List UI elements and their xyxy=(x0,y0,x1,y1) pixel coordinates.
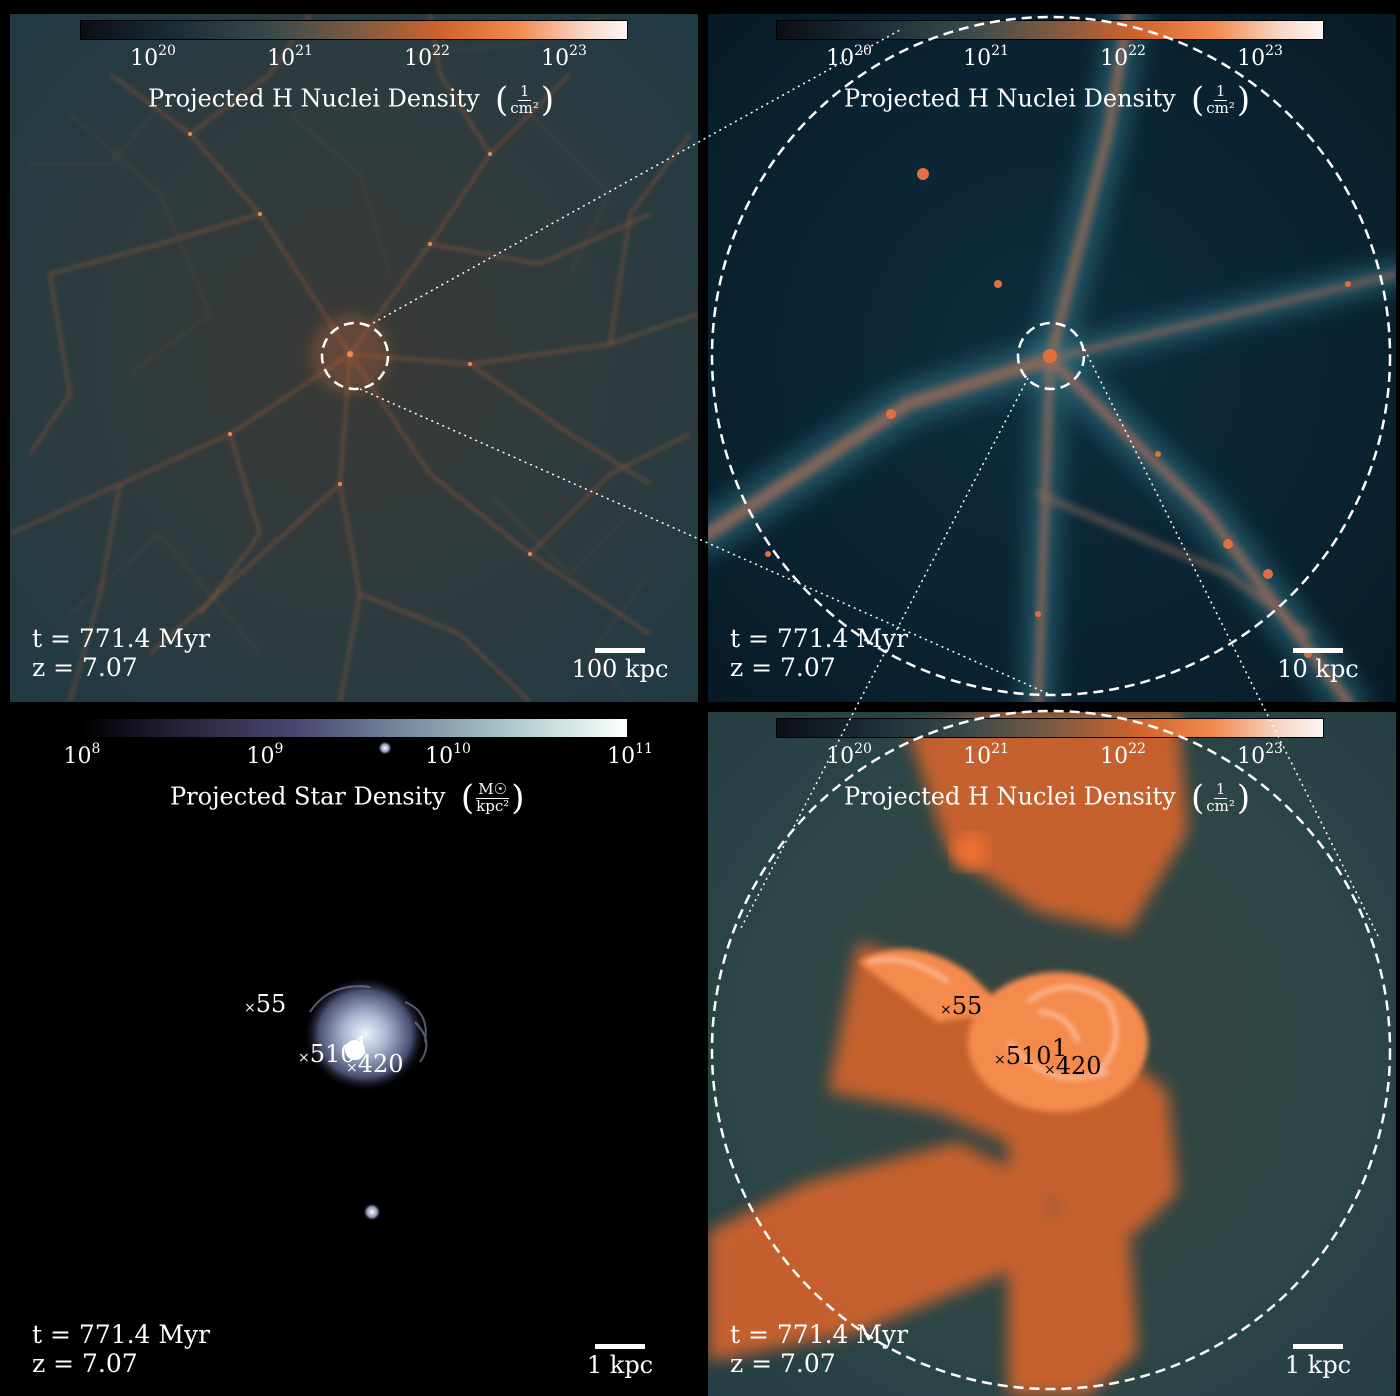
colorbar-tick: 1022 xyxy=(404,43,450,71)
scale-bar: 1 kpc xyxy=(570,1344,670,1379)
colorbar-tick: 1021 xyxy=(267,43,313,71)
halo-marker: ×420 xyxy=(346,1050,404,1078)
time-redshift: t = 771.4 Myr z = 7.07 xyxy=(730,1320,909,1378)
panel-top-right: 1020 1021 1022 1023 Projected H Nuclei D… xyxy=(708,14,1396,702)
colorbar xyxy=(80,20,628,40)
panel-bottom-left: 108 109 1010 1011 Projected Star Density… xyxy=(10,712,698,1396)
colorbar-label: Projected H Nuclei Density (1 cm²) xyxy=(844,778,1251,818)
halo-marker: ×55 xyxy=(244,990,287,1018)
scale-bar: 100 kpc xyxy=(570,648,670,683)
time-redshift: t = 771.4 Myr z = 7.07 xyxy=(32,624,211,682)
star-density-image xyxy=(303,741,428,1221)
colorbar-label: Projected Star Density (M☉ kpc²) xyxy=(170,778,525,818)
colorbar-tick: 109 xyxy=(246,741,284,769)
colorbar-tick: 1020 xyxy=(826,43,872,71)
panel-top-left: 1020 1021 1022 1023 Projected H Nuclei D… xyxy=(10,14,698,702)
scale-bar: 10 kpc xyxy=(1268,648,1368,683)
colorbar-tick: 1010 xyxy=(425,741,471,769)
colorbar xyxy=(776,20,1324,40)
time-redshift: t = 771.4 Myr z = 7.07 xyxy=(32,1320,211,1378)
halo-marker: ×510 xyxy=(298,1040,356,1068)
colorbar-label: Projected H Nuclei Density (1 cm²) xyxy=(844,80,1251,120)
colorbar-tick: 1022 xyxy=(1100,43,1146,71)
colorbar-tick: 1020 xyxy=(130,43,176,71)
colorbar-tick: 1023 xyxy=(1237,741,1283,769)
colorbar-tick: 1021 xyxy=(963,43,1009,71)
scale-bar: 1 kpc xyxy=(1268,1344,1368,1379)
halo-marker: ×55 xyxy=(940,992,983,1020)
halo-marker: 1 xyxy=(354,1032,370,1060)
colorbar-tick: 1022 xyxy=(1100,741,1146,769)
halo-marker: ×510 xyxy=(994,1042,1052,1070)
colorbar-tick: 1023 xyxy=(1237,43,1283,71)
colorbar-tick: 108 xyxy=(63,741,101,769)
colorbar-tick: 1011 xyxy=(607,741,653,769)
time-redshift: t = 771.4 Myr z = 7.07 xyxy=(730,624,909,682)
colorbar-tick: 1020 xyxy=(826,741,872,769)
panel-bottom-right: 1020 1021 1022 1023 Projected H Nuclei D… xyxy=(708,712,1396,1396)
colorbar xyxy=(776,718,1324,738)
colorbar-tick: 1021 xyxy=(963,741,1009,769)
colorbar xyxy=(80,718,628,738)
halo-marker: ×420 xyxy=(1044,1052,1102,1080)
colorbar-label: Projected H Nuclei Density (1 cm²) xyxy=(148,80,555,120)
colorbar-tick: 1023 xyxy=(541,43,587,71)
